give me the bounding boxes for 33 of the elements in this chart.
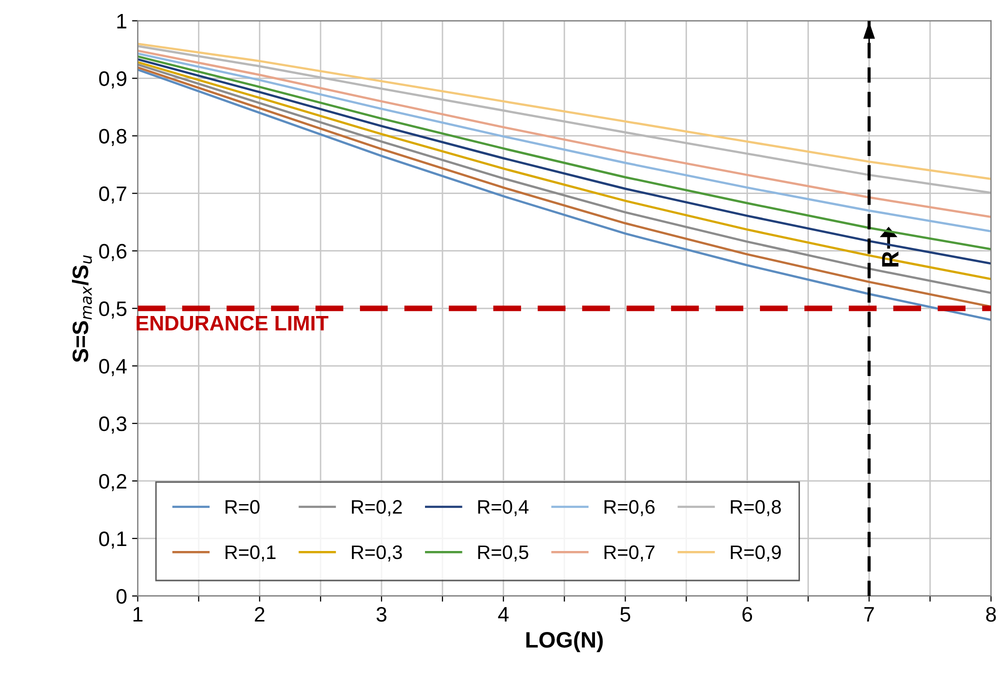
legend-label: R=0,5 [478, 545, 528, 562]
legend-label: R=0,6 [604, 500, 655, 516]
y-tick-label: 0,9 [99, 71, 126, 89]
y-tick-label: 0,7 [99, 186, 126, 204]
legend-label: R=0,2 [352, 500, 402, 516]
y-tick-label: 0,1 [99, 531, 126, 549]
x-tick-label: 5 [620, 607, 630, 622]
y-tick-label: 0 [116, 588, 126, 604]
y-tick-label: 0,4 [99, 358, 127, 376]
x-tick-label: 2 [254, 606, 264, 622]
x-tick-label: 1 [134, 607, 142, 622]
legend-label: R=0 [226, 500, 260, 514]
annotation: R [882, 251, 898, 266]
y-tick-label: 1 [117, 14, 126, 28]
x-tick-label: 8 [986, 606, 996, 622]
x-tick-label: 6 [742, 606, 752, 622]
y-tick-label: 0,5 [99, 301, 126, 319]
y-tick-label: 0,6 [99, 244, 126, 262]
y-tick-label: 0,2 [99, 474, 126, 492]
legend-label: R=0,1 [226, 545, 276, 562]
x-axis-title: LOG(N) [526, 631, 603, 652]
legend-label: R=0,3 [352, 545, 402, 562]
x-tick-label: 4 [498, 607, 509, 622]
x-tick-label: 7 [864, 607, 874, 622]
legend-label: R=0,7 [604, 545, 654, 562]
x-tick-label: 3 [376, 606, 386, 622]
legend-label: R=0,9 [730, 545, 781, 562]
ref-line-label: ENDURANCE LIMIT [136, 316, 328, 331]
y-tick-label: 0,8 [99, 128, 126, 146]
y-axis-title: S=S$_{max}$/S$_{u}$ [72, 255, 92, 362]
y-tick-label: 0,3 [99, 416, 126, 434]
legend-label: R=0,8 [730, 500, 781, 516]
legend-label: R=0,4 [478, 500, 529, 516]
